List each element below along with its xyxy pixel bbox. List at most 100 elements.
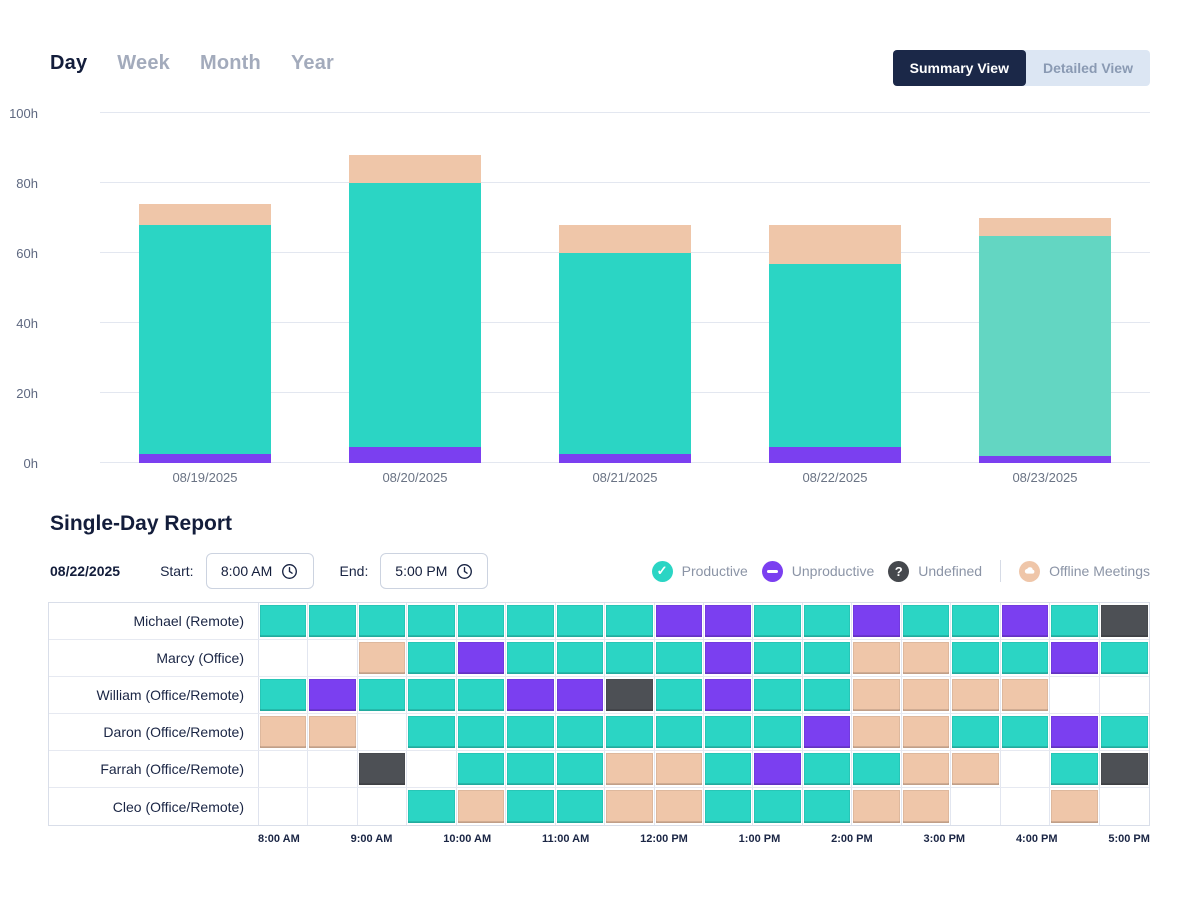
timeline-block-p — [655, 679, 702, 711]
tab-month[interactable]: Month — [199, 52, 261, 74]
bar-slot — [730, 113, 940, 463]
end-time-input[interactable]: 5:00 PM — [380, 553, 489, 589]
timeline-block-u — [655, 605, 702, 637]
timeline-cell — [605, 677, 655, 713]
bar-segment-unproductive — [769, 447, 901, 463]
timeline-cell — [951, 751, 1001, 787]
timeline-cell — [556, 788, 606, 825]
timeline-cell — [259, 714, 309, 750]
timeline-block-p — [803, 642, 851, 674]
timeline-block-u — [507, 679, 554, 711]
single-day-timeline-table: Michael (Remote) Marcy (Office) William (O… — [48, 602, 1150, 826]
summary-view-button[interactable]: Summary View — [892, 50, 1026, 86]
timeline-cell — [308, 714, 358, 750]
timeline-block-p — [408, 642, 455, 674]
timeline-block-e — [952, 790, 999, 823]
timeline-cell — [902, 603, 952, 639]
timeline-block-p — [457, 679, 505, 711]
start-time-value: 8:00 AM — [220, 563, 273, 579]
x-axis-date-label: 08/21/2025 — [592, 470, 658, 485]
timeline-block-p — [408, 679, 455, 711]
timeline-cell — [556, 714, 606, 750]
timeline-block-p — [309, 605, 356, 637]
start-time-input[interactable]: 8:00 AM — [205, 553, 314, 589]
timeline-block-p — [606, 605, 653, 637]
timeline-cell — [506, 788, 556, 825]
timeline-block-u — [1001, 605, 1049, 637]
table-row: Farrah (Office/Remote) — [49, 751, 1149, 788]
timeline-block-o — [1051, 790, 1098, 823]
person-name: Michael (Remote) — [49, 603, 259, 639]
timeline-block-p — [507, 716, 554, 748]
timeline-cell — [556, 603, 606, 639]
bar-slot — [100, 113, 310, 463]
timeline-block-o — [606, 790, 653, 823]
timeline-block-u — [853, 605, 900, 637]
legend-label: Productive — [681, 563, 748, 579]
timeline-cell — [308, 677, 358, 713]
timeline-cell — [852, 640, 902, 676]
timeline-block-p — [952, 642, 999, 674]
detailed-view-button[interactable]: Detailed View — [1022, 50, 1150, 86]
timeline-block-o — [853, 790, 900, 823]
time-axis-label: 10:00 AM — [443, 833, 492, 845]
view-toggle: Summary View Detailed View — [892, 50, 1150, 86]
bar-segment-productive — [349, 183, 481, 448]
timeline-block-p — [457, 753, 505, 785]
timeline-cell — [951, 677, 1001, 713]
timeline-block-p — [260, 605, 307, 637]
clock-icon — [457, 563, 473, 579]
end-time-value: 5:00 PM — [395, 563, 448, 579]
timeline-block-p — [754, 679, 801, 711]
timeline-cell — [556, 640, 606, 676]
time-axis-label: 8:00 AM — [258, 833, 300, 845]
person-name: Daron (Office/Remote) — [49, 714, 259, 750]
status-legend: ✓ Productive Unproductive? Undefined Offline… — [651, 552, 1150, 590]
timeline-cell — [308, 788, 358, 825]
timeline-block-p — [803, 753, 851, 785]
bar-segment-offline-meetings — [349, 155, 481, 183]
timeline-block-o — [902, 642, 950, 674]
timeline-block-p — [704, 753, 752, 785]
timeline-cell — [655, 677, 704, 713]
timeline-cell — [506, 603, 556, 639]
stacked-bar-08/23/2025 — [979, 113, 1111, 463]
time-axis-label: 3:00 PM — [923, 833, 966, 845]
bar-segment-offline-meetings — [769, 225, 901, 264]
timeline-cell — [1100, 677, 1149, 713]
tab-week[interactable]: Week — [117, 52, 170, 74]
timeline-cell — [457, 677, 507, 713]
time-axis-label: 5:00 PM — [1108, 833, 1150, 845]
timeline-block-e — [1100, 790, 1148, 823]
timeline-block-o — [358, 642, 406, 674]
timeline-cell — [655, 751, 704, 787]
chart-gridline — [100, 112, 1150, 113]
time-axis-label: 1:00 PM — [738, 833, 781, 845]
timeline-block-p — [803, 605, 851, 637]
timeline-block-u — [309, 679, 356, 711]
timeline-block-p — [655, 716, 702, 748]
timeline-cell — [605, 603, 655, 639]
timeline-block-x — [606, 679, 653, 711]
end-label: End: — [339, 563, 369, 579]
legend-item-undefined: ? Undefined — [888, 560, 983, 582]
timeline-block-u — [754, 753, 801, 785]
timeline-cell — [852, 751, 902, 787]
timeline-cell — [605, 640, 655, 676]
bar-segment-offline-meetings — [559, 225, 691, 253]
tab-year[interactable]: Year — [290, 52, 335, 74]
chart-plot-area: 0h 20h 40h 60h 80h 100h — [9, 106, 1150, 471]
timeline-cell — [852, 788, 902, 825]
timeline-cell — [753, 677, 803, 713]
timeline-cell — [407, 714, 457, 750]
timeline-block-p — [704, 790, 752, 823]
legend-label: Undefined — [918, 563, 983, 579]
timeline-block-p — [754, 790, 801, 823]
timeline-cell — [358, 640, 408, 676]
timeline-cell — [407, 751, 457, 787]
check-icon: ✓ — [651, 560, 673, 582]
timeline-cell — [1001, 677, 1051, 713]
timeline-cell — [457, 788, 507, 825]
tab-day[interactable]: Day — [50, 52, 88, 74]
timeline-block-p — [754, 605, 801, 637]
